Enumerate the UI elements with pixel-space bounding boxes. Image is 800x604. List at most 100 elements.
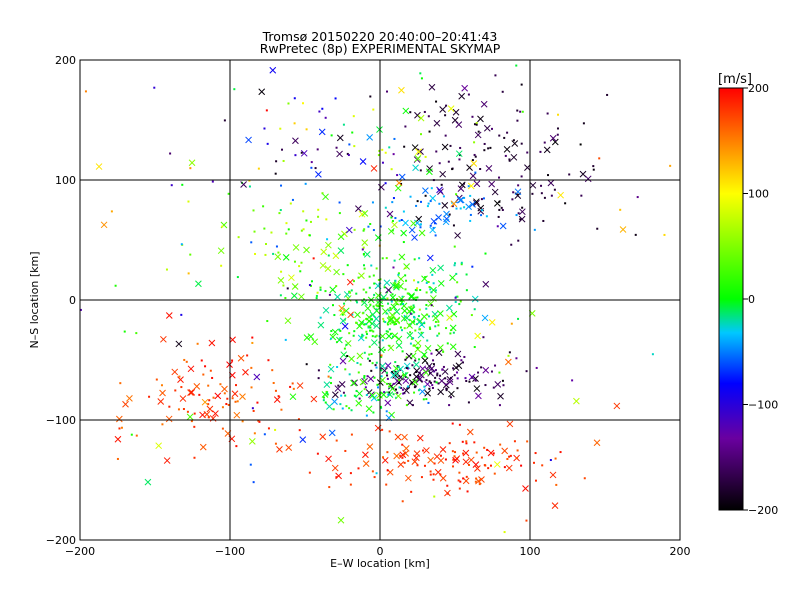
scatter-point-dot [379, 405, 382, 408]
scatter-point-dot [277, 251, 280, 254]
scatter-point-dot [185, 360, 188, 363]
scatter-point-x [446, 378, 454, 386]
scatter-point-dot [438, 162, 441, 165]
scatter-point-dot [669, 164, 672, 167]
scatter-point-dot [353, 145, 356, 148]
scatter-point-dot [350, 409, 353, 412]
scatter-point-dot [312, 257, 315, 260]
scatter-point-dot [264, 243, 267, 246]
scatter-point-dot [425, 303, 428, 306]
scatter-point-dot [471, 265, 474, 268]
scatter-point-dot [423, 385, 426, 388]
scatter-point-dot [130, 433, 133, 436]
scatter-point-dot [384, 182, 387, 185]
scatter-point-dot [302, 210, 305, 213]
scatter-point-x [242, 368, 249, 376]
scatter-point-dot [319, 288, 322, 291]
scatter-point-dot [233, 88, 236, 91]
scatter-point-dot [465, 273, 468, 276]
scatter-point-dot [404, 274, 407, 277]
y-axis-label: N–S location [km] [28, 251, 41, 348]
scatter-point-dot [361, 248, 364, 251]
scatter-point-dot [362, 264, 365, 267]
scatter-point-dot [424, 194, 427, 197]
scatter-point-x [398, 86, 405, 94]
scatter-point-x [403, 263, 410, 270]
scatter-point-dot [371, 470, 374, 473]
scatter-point-dot [431, 384, 434, 387]
scatter-point-dot [190, 420, 193, 423]
scatter-point-dot [381, 257, 384, 260]
scatter-point-dot [465, 289, 468, 292]
scatter-point-dot [291, 382, 294, 385]
scatter-point-x [475, 477, 482, 485]
scatter-point-x [449, 274, 456, 282]
scatter-point-dot [459, 146, 462, 149]
scatter-point-x [282, 254, 290, 261]
scatter-point-dot [345, 343, 348, 346]
scatter-point-dot [400, 329, 403, 332]
scatter-point-dot [353, 228, 356, 231]
scatter-point-x [415, 148, 422, 156]
scatter-point-x [319, 433, 327, 441]
scatter-point-dot [79, 308, 82, 311]
scatter-point-x [298, 293, 305, 301]
scatter-point-dot [209, 369, 212, 372]
scatter-point-dot [526, 151, 529, 154]
scatter-point-dot [473, 153, 476, 156]
scatter-point-x [422, 369, 430, 376]
scatter-point-dot [398, 219, 401, 222]
scatter-point-dot [399, 454, 402, 457]
scatter-point-x [303, 246, 310, 254]
scatter-point-dot [447, 160, 450, 163]
scatter-point-dot [345, 405, 348, 408]
scatter-point-dot [474, 480, 477, 483]
scatter-point-x [450, 310, 458, 318]
scatter-point-dot [391, 229, 394, 232]
scatter-point-dot [427, 202, 430, 205]
scatter-point-dot [651, 353, 654, 356]
scatter-point-dot [385, 312, 388, 315]
scatter-point-dot [634, 233, 637, 236]
scatter-point-dot [379, 367, 382, 370]
scatter-point-dot [363, 388, 366, 391]
scatter-point-dot [343, 347, 346, 350]
scatter-point-dot [379, 225, 382, 228]
scatter-point-dot [330, 337, 333, 340]
scatter-point-x [420, 313, 428, 320]
scatter-point-dot [258, 420, 261, 423]
scatter-point-x [455, 150, 463, 158]
scatter-point-x [462, 477, 470, 485]
scatter-point-dot [377, 278, 380, 281]
scatter-point-x [433, 453, 441, 460]
scatter-point-x [439, 106, 447, 113]
scatter-point-dot [251, 336, 254, 339]
scatter-point-x [378, 183, 385, 191]
scatter-point-dot [418, 358, 421, 361]
scatter-point-dot [396, 297, 399, 300]
scatter-point-x [393, 452, 401, 460]
scatter-point-dot [388, 385, 391, 388]
scatter-point-dot [473, 441, 476, 444]
scatter-point-dot [362, 288, 365, 291]
scatter-point-dot [326, 238, 329, 241]
scatter-point-dot [252, 481, 255, 484]
scatter-point-x [336, 134, 344, 142]
scatter-point-x [322, 306, 330, 314]
scatter-point-dot [442, 195, 445, 198]
colorbar-ticks: 200 100 0 −100 −200 [743, 82, 778, 517]
scatter-point-dot [403, 461, 406, 464]
scatter-point-dot [592, 168, 595, 171]
scatter-point-dot [508, 159, 511, 162]
scatter-point-dot [308, 471, 311, 474]
scatter-point-x [159, 389, 166, 397]
scatter-point-dot [547, 174, 550, 177]
scatter-point-dot [330, 134, 333, 137]
scatter-point-x [416, 434, 424, 442]
scatter-point-x [454, 350, 462, 358]
scatter-point-x [386, 317, 394, 324]
scatter-point-dot [503, 136, 506, 139]
scatter-point-dot [396, 174, 399, 177]
scatter-point-dot [367, 225, 370, 228]
scatter-point-x [408, 293, 415, 301]
